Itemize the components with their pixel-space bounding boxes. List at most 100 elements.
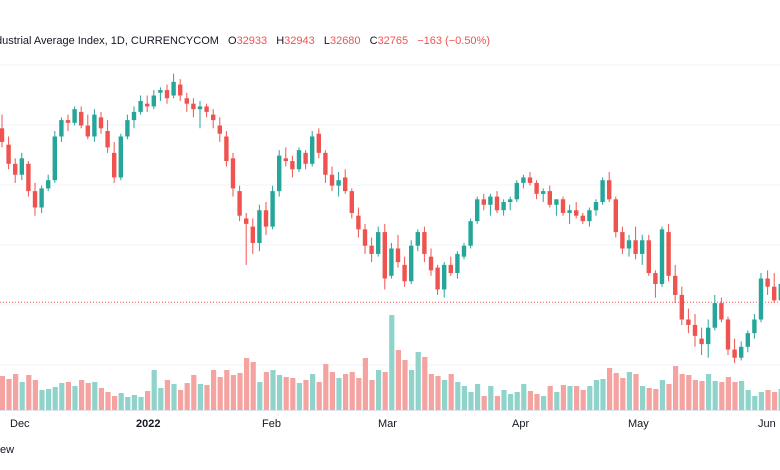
volume-bar: [263, 372, 269, 410]
volume-bar: [725, 377, 731, 410]
volume-bar: [257, 382, 263, 410]
volume-bar: [448, 374, 454, 410]
volume-bar: [283, 377, 289, 410]
candle-body: [508, 199, 513, 203]
candle-body: [712, 303, 717, 328]
candle-body: [178, 84, 183, 96]
candle: [501, 199, 506, 216]
volume-bar: [230, 375, 236, 410]
footer-view-link[interactable]: ew: [0, 444, 15, 456]
volume-bar: [752, 396, 758, 410]
candle: [336, 171, 341, 197]
volume-bar: [593, 380, 599, 410]
candle: [494, 191, 500, 213]
candle: [448, 256, 453, 276]
candle-body: [739, 346, 744, 358]
candle-body: [32, 191, 38, 208]
candle-body: [19, 158, 24, 175]
candle: [613, 196, 618, 238]
candle: [145, 95, 150, 112]
candle: [706, 319, 711, 358]
volume-bar: [310, 374, 316, 410]
candle: [600, 177, 605, 205]
time-axis-border: [0, 410, 780, 411]
candle-body: [184, 98, 189, 104]
x-tick-label-jun: Jun: [758, 418, 776, 430]
candle: [514, 180, 519, 203]
volume-bar: [600, 379, 606, 410]
candle: [39, 185, 44, 213]
candle-body: [171, 81, 176, 96]
candle-body: [732, 349, 737, 358]
volume-bar: [719, 382, 725, 410]
candle-body: [65, 120, 71, 123]
candle-body: [158, 90, 163, 93]
volume-bar: [659, 380, 665, 410]
candle-body: [600, 180, 605, 203]
candle-body: [303, 152, 308, 164]
volume-bar: [620, 378, 626, 410]
volume-bar: [560, 385, 566, 410]
volume-bar: [686, 375, 692, 410]
candle: [296, 147, 302, 172]
legend-title: dustrial Average Index, 1D, CURRENCYCOM: [0, 35, 219, 47]
candle: [547, 185, 552, 208]
candle-body: [455, 253, 460, 274]
candle: [13, 158, 18, 183]
candle: [151, 90, 156, 110]
candle-body: [554, 199, 559, 205]
volume-bar: [316, 382, 322, 410]
legend-high-value: 32943: [284, 35, 315, 47]
volume-bar: [178, 390, 184, 410]
candle-body: [356, 215, 361, 230]
volume-bar: [303, 380, 309, 410]
volume-bar: [184, 383, 190, 410]
candle: [732, 338, 737, 364]
candle: [46, 174, 51, 192]
candle-body: [72, 109, 77, 123]
candle: [105, 120, 110, 153]
volume-bar: [112, 396, 118, 410]
candle-body: [494, 196, 500, 211]
candle-body: [362, 229, 368, 246]
volume-bar: [356, 378, 362, 410]
candle-body: [607, 180, 612, 200]
candle: [32, 182, 38, 216]
candle: [580, 212, 585, 224]
volume-bar: [468, 392, 474, 410]
volume-bar: [197, 384, 203, 410]
candle-body: [263, 210, 269, 227]
volume-bar: [666, 384, 672, 410]
candle-body: [26, 163, 31, 192]
volume-bar: [19, 382, 25, 410]
volume-bar: [369, 380, 375, 410]
candle: [692, 314, 698, 347]
candle-body: [448, 264, 453, 274]
volume-bar: [52, 387, 58, 410]
candle-body: [0, 128, 5, 142]
candle-body: [415, 232, 420, 246]
candle: [349, 188, 354, 219]
candle-body: [640, 240, 645, 254]
volume-bar: [46, 389, 52, 410]
candle-body: [92, 114, 97, 137]
candle: [712, 294, 717, 331]
candle-body: [191, 103, 196, 110]
legend-open-value: 32933: [236, 35, 268, 47]
candle: [745, 330, 750, 353]
candle: [72, 106, 77, 126]
volume-bar: [224, 370, 230, 410]
candle: [468, 218, 473, 249]
candle: [52, 131, 57, 183]
candle-body: [349, 191, 354, 213]
candle: [257, 204, 262, 252]
candle: [92, 109, 97, 142]
candle: [171, 73, 176, 99]
volume-bar: [409, 370, 415, 410]
candle-body: [395, 248, 401, 263]
candle: [290, 155, 295, 178]
candle-body: [778, 283, 780, 301]
candle-body: [646, 240, 651, 274]
candle-body: [46, 180, 51, 189]
